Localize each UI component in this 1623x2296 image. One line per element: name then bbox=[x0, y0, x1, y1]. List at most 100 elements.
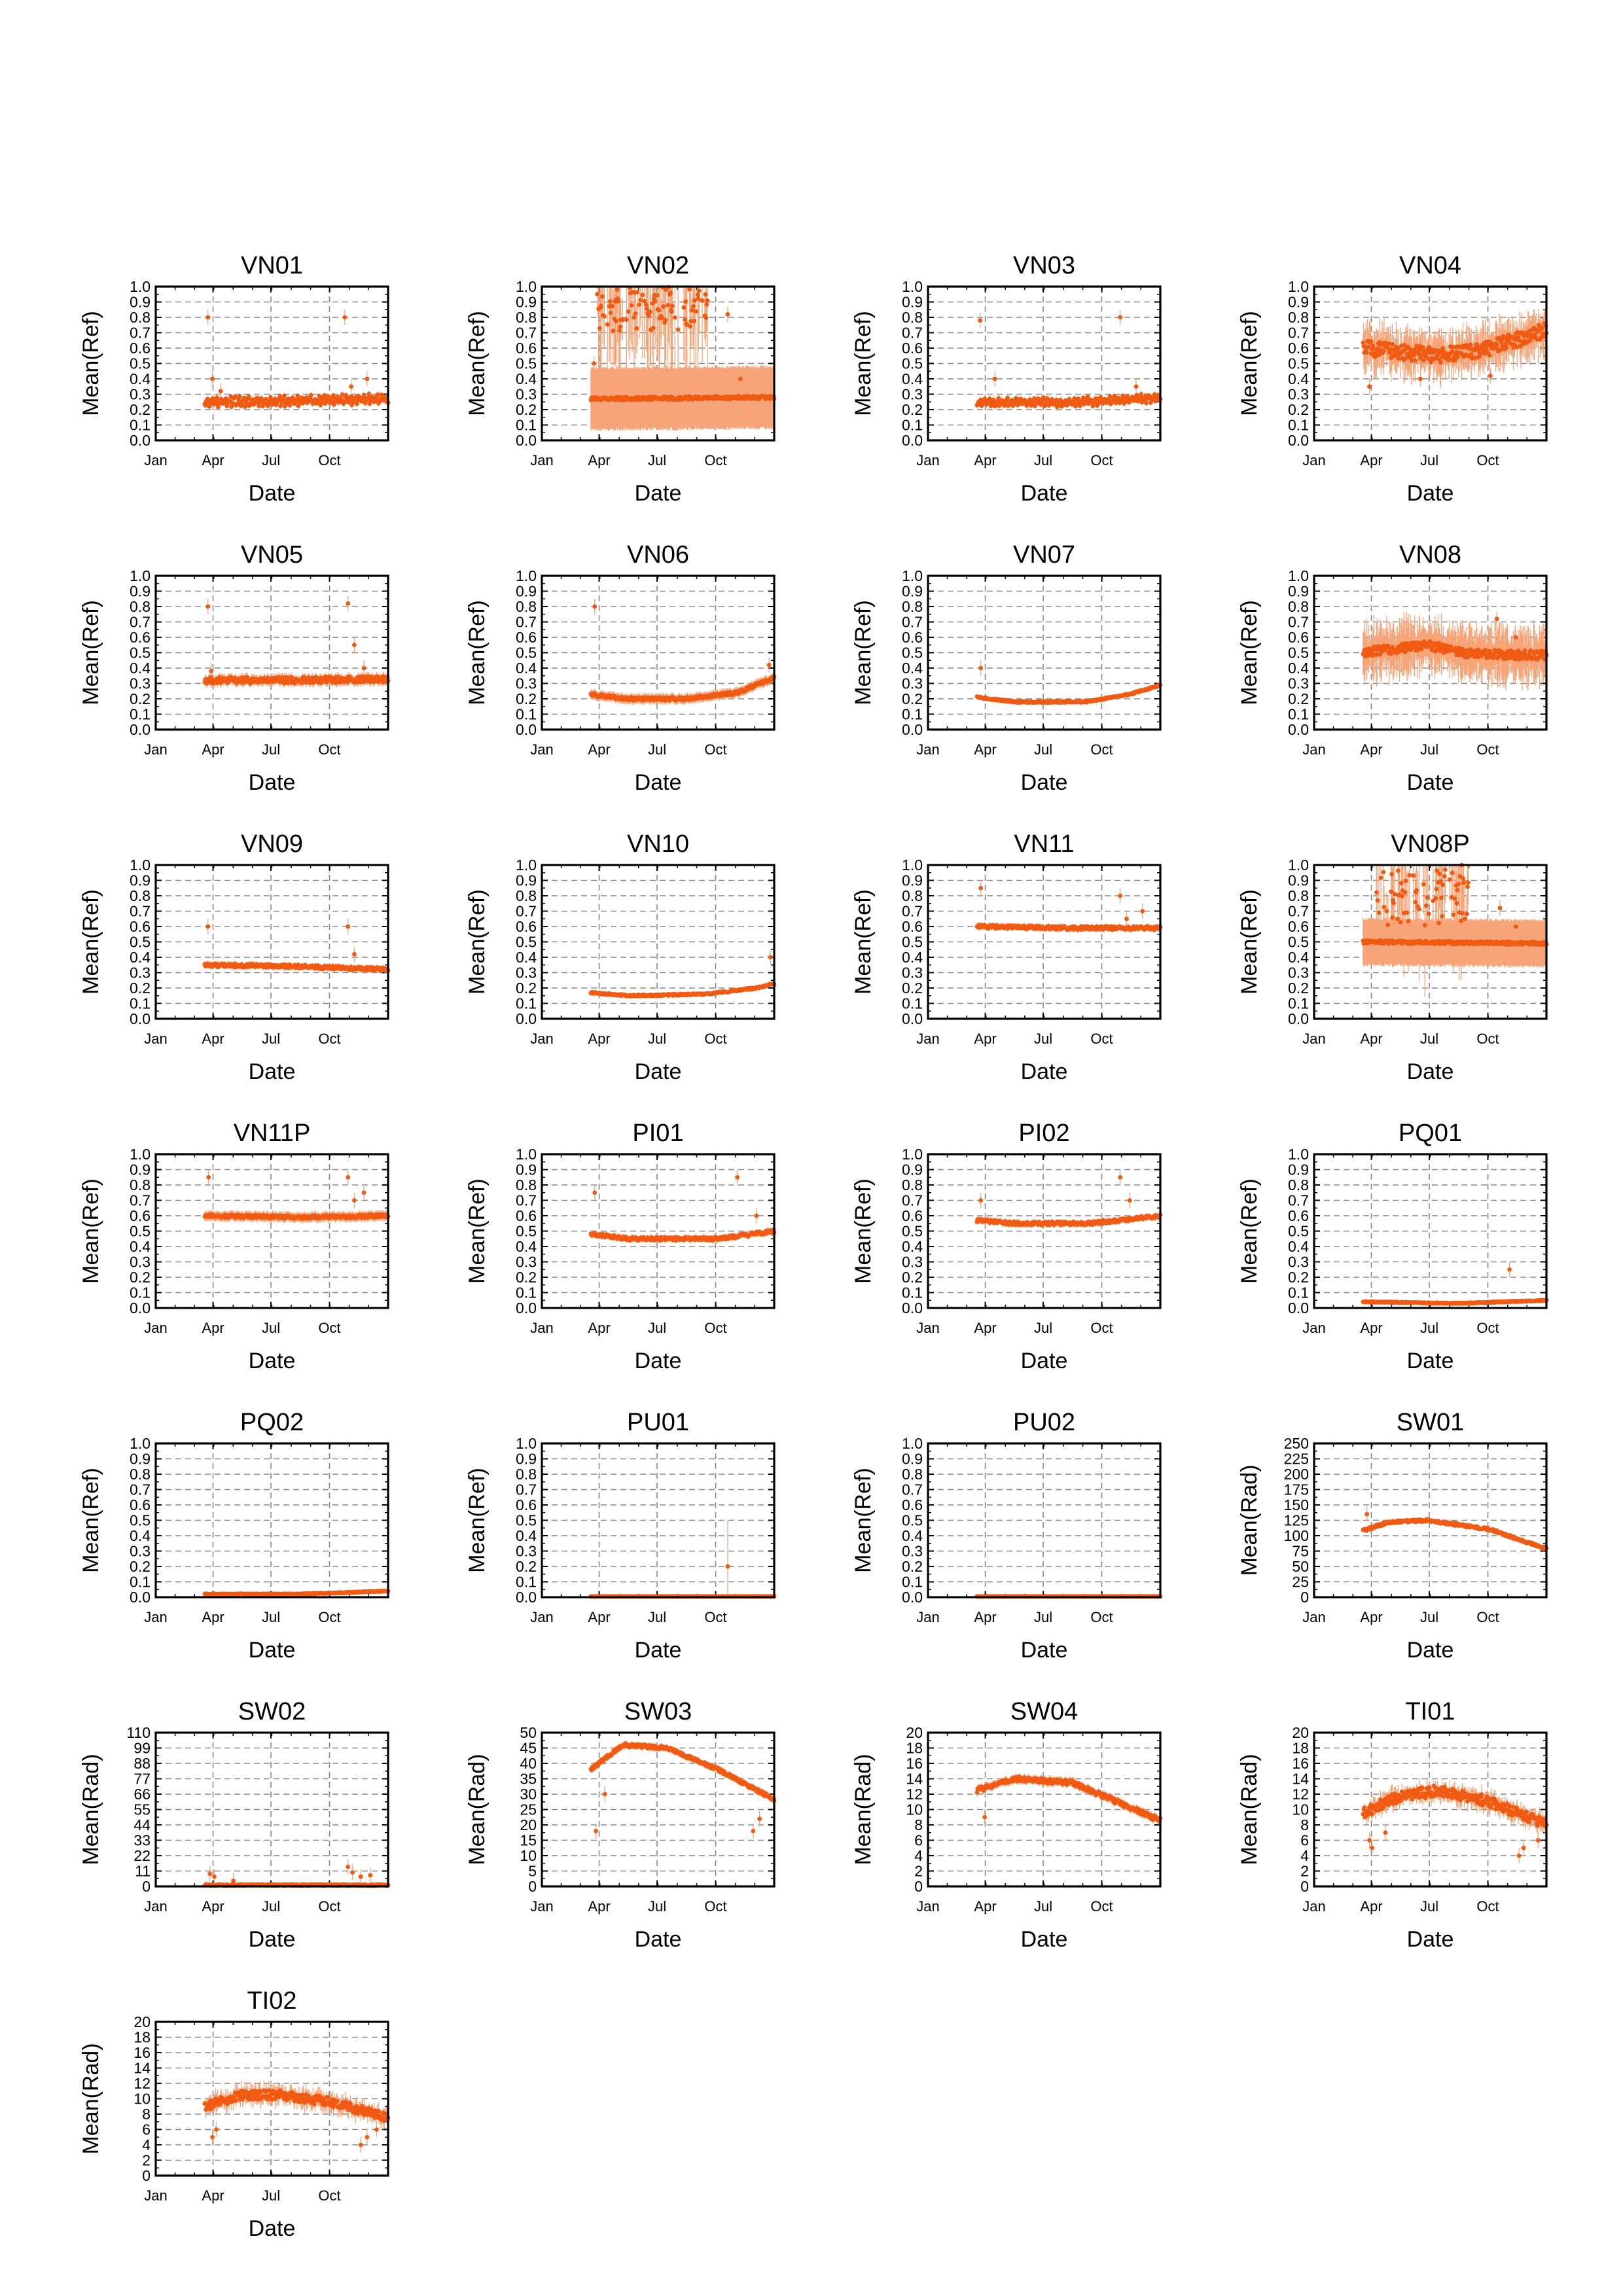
x-tick-label: Apr bbox=[974, 741, 996, 758]
data-point bbox=[620, 317, 625, 323]
data-point bbox=[1112, 393, 1117, 398]
x-axis-label: Date bbox=[1021, 481, 1068, 506]
x-tick-label: Jan bbox=[530, 741, 553, 758]
data-point bbox=[675, 327, 681, 332]
x-tick-label: Jan bbox=[916, 741, 939, 758]
x-tick-label: Jul bbox=[648, 741, 666, 758]
y-tick-label: 0.0 bbox=[902, 432, 923, 449]
y-tick-label: 0.2 bbox=[1288, 401, 1309, 418]
data-point bbox=[635, 289, 640, 294]
data-point bbox=[1499, 338, 1505, 343]
data-point bbox=[1539, 326, 1544, 331]
data-point bbox=[342, 315, 348, 320]
chart-panel-vn07: VN07 0.0 0.1 0.2 0.3 0.4 0.5 0.6 0.7 0.8 0.9 1.0 Jan… bbox=[772, 525, 1178, 818]
x-tick-label: Jul bbox=[648, 452, 666, 468]
y-axis-label: Mean(Ref) bbox=[851, 311, 876, 416]
data-point bbox=[1099, 395, 1103, 400]
x-tick-label: Oct bbox=[1090, 741, 1113, 758]
data-point bbox=[690, 308, 694, 313]
x-tick-label: Oct bbox=[318, 741, 340, 758]
data-point bbox=[599, 303, 603, 308]
y-tick-label: 0.5 bbox=[902, 645, 923, 662]
data-point bbox=[629, 303, 634, 308]
y-tick-label: 0.5 bbox=[516, 645, 537, 662]
data-point bbox=[624, 317, 629, 322]
data-point bbox=[615, 287, 620, 292]
data-series bbox=[202, 309, 391, 410]
y-tick-label: 0.9 bbox=[516, 294, 537, 311]
chart-panel-vn03: VN03 0.0 0.1 0.2 0.3 0.4 0.5 0.6 0.7 0.8 0.9 1.0 Jan… bbox=[772, 236, 1178, 529]
data-point bbox=[1390, 342, 1395, 347]
data-point bbox=[683, 317, 688, 322]
x-axis-label: Date bbox=[1021, 770, 1068, 795]
y-tick-label: 0.8 bbox=[130, 309, 151, 326]
y-tick-label: 0.2 bbox=[902, 401, 923, 418]
x-axis-label: Date bbox=[249, 770, 296, 795]
y-tick-label: 0.4 bbox=[902, 660, 923, 677]
y-tick-label: 0.0 bbox=[130, 721, 151, 738]
data-point bbox=[1442, 349, 1446, 355]
chart-svg: VN05 0.00.10.20.30.40.50.60.70.80.91.0 Jan… bbox=[79, 541, 391, 795]
data-point bbox=[614, 319, 619, 324]
y-tick-label: 0.1 bbox=[130, 706, 151, 723]
data-point bbox=[705, 298, 710, 303]
chart-title: VN02 bbox=[627, 252, 689, 279]
data-point bbox=[1420, 345, 1425, 350]
chart-svg: VN02 0.00.10.20.30.40.50.60.70.80.91.0 Jan… bbox=[465, 252, 777, 506]
data-point bbox=[692, 319, 696, 324]
y-tick-label: 0.0 bbox=[902, 721, 923, 738]
y-tick-label: 0.9 bbox=[130, 294, 151, 311]
data-point bbox=[644, 302, 649, 308]
data-point bbox=[725, 311, 730, 317]
y-tick-label: 0.5 bbox=[1288, 355, 1309, 372]
data-point bbox=[992, 376, 997, 381]
chart-title: VN07 bbox=[1013, 541, 1075, 569]
data-point bbox=[1032, 396, 1037, 401]
y-axis-label: Mean(Ref) bbox=[465, 600, 490, 705]
data-point bbox=[704, 302, 709, 307]
data-point bbox=[246, 394, 251, 399]
y-tick-label: 0.8 bbox=[516, 309, 537, 326]
data-point bbox=[687, 287, 692, 292]
y-tick-label: 0.4 bbox=[516, 370, 537, 387]
data-point bbox=[346, 601, 351, 606]
chart-panel-vn04: VN04 0.0 0.1 0.2 0.3 0.4 0.5 0.6 0.7 0.8 0.9 1.0 Jan… bbox=[1158, 236, 1564, 529]
data-point bbox=[1395, 345, 1400, 351]
data-point bbox=[611, 328, 616, 333]
data-point bbox=[1371, 345, 1376, 351]
y-axis-label: Mean(Ref) bbox=[79, 600, 103, 705]
plot-frame bbox=[541, 285, 776, 442]
plot-frame bbox=[1313, 285, 1548, 442]
y-tick-label: 0.4 bbox=[516, 660, 537, 677]
y-tick-label: 0.4 bbox=[130, 370, 151, 387]
data-point bbox=[245, 675, 250, 680]
y-tick-label: 0.0 bbox=[516, 432, 537, 449]
y-tick-label: 0.9 bbox=[902, 294, 923, 311]
data-point bbox=[632, 315, 637, 320]
y-tick-label: 0.3 bbox=[130, 675, 151, 692]
data-point bbox=[703, 292, 708, 297]
data-point bbox=[278, 403, 283, 408]
y-tick-label: 0.8 bbox=[902, 598, 923, 615]
data-point bbox=[1368, 339, 1373, 344]
x-tick-label: Apr bbox=[588, 741, 610, 758]
data-point bbox=[647, 309, 652, 314]
data-point bbox=[669, 309, 674, 314]
x-tick-label: Apr bbox=[588, 452, 610, 468]
plot-frame bbox=[927, 285, 1162, 442]
y-axis-label: Mean(Ref) bbox=[1237, 311, 1262, 416]
data-point bbox=[1107, 394, 1113, 399]
data-point bbox=[225, 680, 230, 685]
data-point bbox=[595, 292, 600, 296]
y-tick-label: 0.8 bbox=[516, 598, 537, 615]
y-tick-label: 0.4 bbox=[130, 660, 151, 677]
y-tick-label: 0.2 bbox=[516, 690, 537, 707]
y-tick-label: 0.5 bbox=[516, 355, 537, 372]
data-point bbox=[700, 298, 705, 303]
data-point bbox=[688, 319, 693, 324]
data-point bbox=[634, 326, 639, 331]
data-point bbox=[607, 299, 613, 304]
y-tick-label: 0.1 bbox=[1288, 417, 1309, 434]
data-point bbox=[592, 604, 597, 609]
data-point bbox=[1120, 393, 1126, 398]
